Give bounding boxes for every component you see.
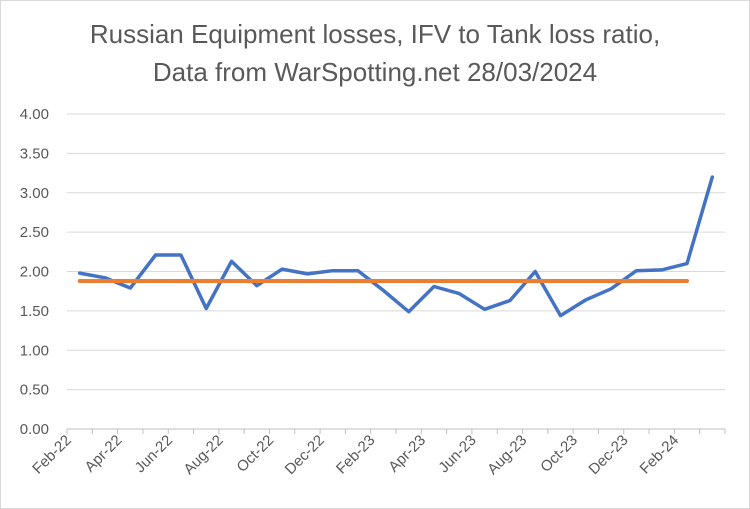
y-tick-label: 2.50 [20, 224, 49, 241]
x-tick-label: Jun-22 [132, 432, 176, 476]
series [77, 175, 715, 318]
y-tick-label: 1.50 [20, 303, 49, 320]
series-line-ratio [77, 175, 715, 318]
y-tick-label: 1.00 [20, 342, 49, 359]
chart-title-line-1: Russian Equipment losses, IFV to Tank lo… [89, 19, 661, 49]
gridlines [67, 113, 725, 430]
x-tick-label: Feb-24 [637, 432, 683, 478]
x-tick-label: Oct-22 [233, 432, 277, 476]
x-tick-label: Aug-22 [180, 432, 226, 478]
x-tick-label: Apr-23 [385, 432, 429, 476]
x-tick-label: Jun-23 [435, 432, 479, 476]
x-tick-label: Dec-22 [282, 432, 328, 478]
x-tick-label: Feb-23 [333, 432, 379, 478]
x-tick-label: Dec-23 [585, 432, 631, 478]
x-tick-label: Oct-23 [537, 432, 581, 476]
x-tick-label: Feb-22 [29, 432, 75, 478]
y-tick-label: 2.00 [20, 264, 49, 281]
y-tick-label: 4.00 [20, 106, 49, 123]
y-tick-label: 0.50 [20, 382, 49, 399]
y-tick-label: 0.00 [20, 421, 49, 438]
chart-title-line-2: Data from WarSpotting.net 28/03/2024 [152, 57, 598, 87]
x-tick-label: Aug-23 [484, 432, 530, 478]
x-tick-label: Apr-22 [82, 432, 126, 476]
y-tick-label: 3.00 [20, 185, 49, 202]
axes: 0.00 0.50 1.00 1.50 2.00 2.50 3.00 3.50 4.00 Feb-… [20, 106, 726, 478]
y-tick-label: 3.50 [20, 145, 49, 162]
